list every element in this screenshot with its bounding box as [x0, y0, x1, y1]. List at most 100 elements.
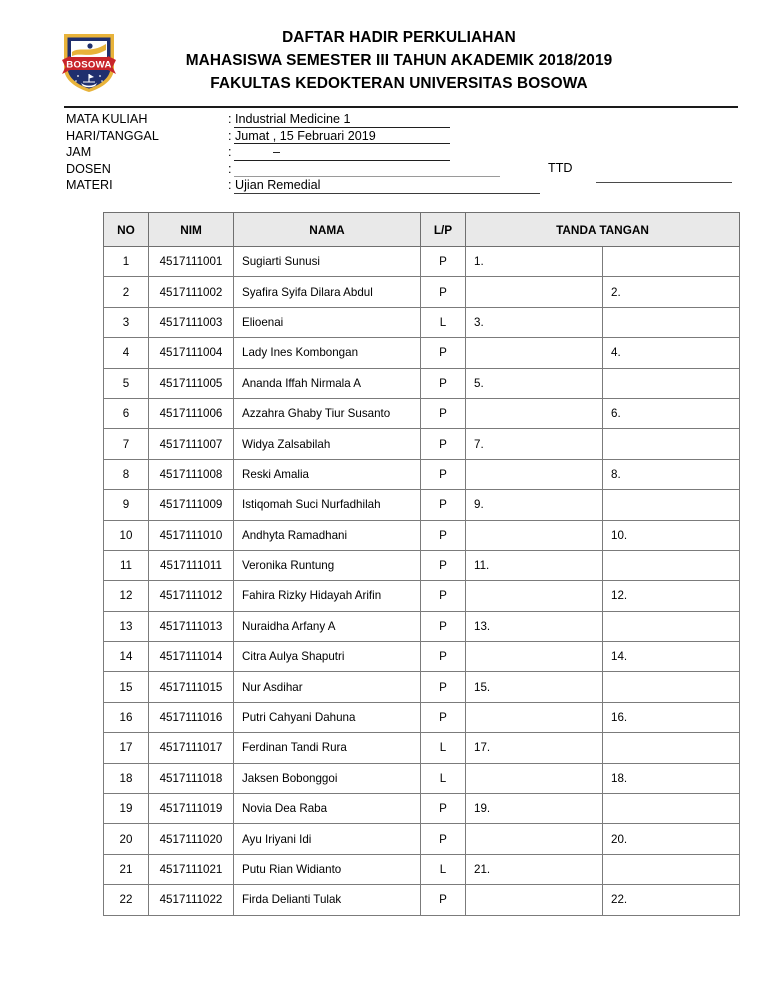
cell-signature-left[interactable]: 17.: [465, 732, 603, 764]
cell-signature-right[interactable]: 14.: [602, 641, 740, 673]
cell-no: 5: [103, 367, 149, 399]
cell-lp: P: [420, 671, 466, 703]
cell-signature-left[interactable]: [465, 884, 603, 916]
cell-signature-right[interactable]: 20.: [602, 823, 740, 855]
table-row: 1 4517111001 Sugiarti Sunusi P 1.: [103, 245, 740, 278]
cell-no: 16: [103, 701, 149, 734]
cell-signature-left[interactable]: [465, 580, 603, 612]
cell-nama: Lady Ines Kombongan: [233, 337, 421, 369]
cell-signature-left[interactable]: 9.: [465, 489, 603, 521]
cell-signature-left[interactable]: [465, 762, 603, 795]
cell-no: 21: [103, 853, 149, 886]
colon-mata-kuliah: :: [228, 112, 232, 126]
cell-signature-right[interactable]: [602, 306, 740, 339]
cell-signature-right[interactable]: [602, 245, 740, 278]
table-row: 22 4517111022 Firda Delianti Tulak P 22.: [103, 884, 740, 916]
cell-lp: P: [420, 610, 466, 643]
cell-signature-left[interactable]: [465, 519, 603, 551]
label-jam: JAM: [66, 145, 92, 160]
cell-signature-left[interactable]: 19.: [465, 793, 603, 825]
cell-nama: Syafira Syifa Dilara Abdul: [233, 276, 421, 308]
cell-signature-right[interactable]: 18.: [602, 762, 740, 795]
cell-signature-left[interactable]: [465, 458, 603, 491]
cell-nama: Reski Amalia: [233, 458, 421, 491]
cell-signature-right[interactable]: 12.: [602, 580, 740, 612]
cell-signature-left[interactable]: 1.: [465, 245, 603, 278]
cell-nim: 4517111009: [148, 489, 234, 521]
cell-nama: Widya Zalsabilah: [233, 428, 421, 460]
column-header-tanda-tangan: TANDA TANGAN: [465, 212, 740, 247]
value-jam[interactable]: –: [273, 145, 281, 160]
cell-nama: Firda Delianti Tulak: [233, 884, 421, 916]
cell-signature-right[interactable]: [602, 428, 740, 460]
ttd-label: TTD: [548, 161, 573, 175]
cell-nim: 4517111004: [148, 337, 234, 369]
cell-lp: L: [420, 853, 466, 886]
cell-signature-left[interactable]: 11.: [465, 549, 603, 582]
cell-signature-left[interactable]: [465, 337, 603, 369]
ttd-signature-line[interactable]: [596, 182, 732, 183]
cell-signature-right[interactable]: 16.: [602, 701, 740, 734]
cell-signature-right[interactable]: [602, 489, 740, 521]
cell-signature-right[interactable]: 10.: [602, 519, 740, 551]
cell-lp: P: [420, 823, 466, 855]
cell-nim: 4517111020: [148, 823, 234, 855]
cell-signature-left[interactable]: 3.: [465, 306, 603, 339]
cell-signature-right[interactable]: 8.: [602, 458, 740, 491]
cell-lp: L: [420, 732, 466, 764]
cell-no: 15: [103, 671, 149, 703]
table-row: 16 4517111016 Putri Cahyani Dahuna P 16.: [103, 701, 740, 734]
cell-nim: 4517111013: [148, 610, 234, 643]
cell-no: 20: [103, 823, 149, 855]
cell-signature-right[interactable]: [602, 793, 740, 825]
cell-nim: 4517111011: [148, 549, 234, 582]
cell-signature-left[interactable]: 15.: [465, 671, 603, 703]
cell-signature-left[interactable]: 5.: [465, 367, 603, 399]
cell-signature-left[interactable]: [465, 276, 603, 308]
cell-signature-right[interactable]: [602, 853, 740, 886]
cell-signature-right[interactable]: 4.: [602, 337, 740, 369]
cell-signature-left[interactable]: 21.: [465, 853, 603, 886]
meta-row-mata-kuliah: MATA KULIAH : Industrial Medicine 1: [0, 111, 768, 128]
cell-signature-left[interactable]: [465, 701, 603, 734]
value-mata-kuliah[interactable]: Industrial Medicine 1: [235, 112, 351, 126]
label-mata-kuliah: MATA KULIAH: [66, 112, 148, 126]
cell-signature-right[interactable]: [602, 549, 740, 582]
cell-signature-right[interactable]: [602, 367, 740, 399]
value-hari-tanggal[interactable]: Jumat , 15 Februari 2019: [235, 128, 376, 143]
cell-nim: 4517111006: [148, 397, 234, 430]
cell-signature-left[interactable]: 13.: [465, 610, 603, 643]
cell-lp: P: [420, 276, 466, 308]
cell-signature-left[interactable]: [465, 823, 603, 855]
cell-no: 17: [103, 732, 149, 764]
cell-lp: P: [420, 337, 466, 369]
table-row: 13 4517111013 Nuraidha Arfany A P 13.: [103, 610, 740, 643]
title-line-1: DAFTAR HADIR PERKULIAHAN: [282, 29, 516, 46]
attendance-table-wrapper: NO NIM NAMA L/P TANDA TANGAN 1 4517111001…: [103, 212, 740, 916]
cell-signature-right[interactable]: 2.: [602, 276, 740, 308]
cell-signature-left[interactable]: [465, 641, 603, 673]
cell-no: 3: [103, 306, 149, 339]
cell-nim: 4517111007: [148, 428, 234, 460]
cell-signature-left[interactable]: [465, 397, 603, 430]
cell-signature-left[interactable]: 7.: [465, 428, 603, 460]
cell-lp: P: [420, 793, 466, 825]
cell-nama: Istiqomah Suci Nurfadhilah: [233, 489, 421, 521]
cell-lp: L: [420, 306, 466, 339]
column-header-nim: NIM: [148, 212, 234, 247]
cell-nim: 4517111010: [148, 519, 234, 551]
cell-signature-right[interactable]: [602, 671, 740, 703]
cell-nim: 4517111001: [148, 245, 234, 278]
cell-no: 1: [103, 245, 149, 278]
cell-nama: Citra Aulya Shaputri: [233, 641, 421, 673]
table-row: 17 4517111017 Ferdinan Tandi Rura L 17.: [103, 732, 740, 764]
cell-signature-right[interactable]: 22.: [602, 884, 740, 916]
table-row: 2 4517111002 Syafira Syifa Dilara Abdul P 2.: [103, 276, 740, 308]
cell-nama: Elioenai: [233, 306, 421, 339]
table-row: 21 4517111021 Putu Rian Widianto L 21.: [103, 853, 740, 886]
cell-nim: 4517111002: [148, 276, 234, 308]
value-materi[interactable]: Ujian Remedial: [235, 178, 321, 193]
cell-signature-right[interactable]: 6.: [602, 397, 740, 430]
cell-signature-right[interactable]: [602, 610, 740, 643]
cell-signature-right[interactable]: [602, 732, 740, 764]
